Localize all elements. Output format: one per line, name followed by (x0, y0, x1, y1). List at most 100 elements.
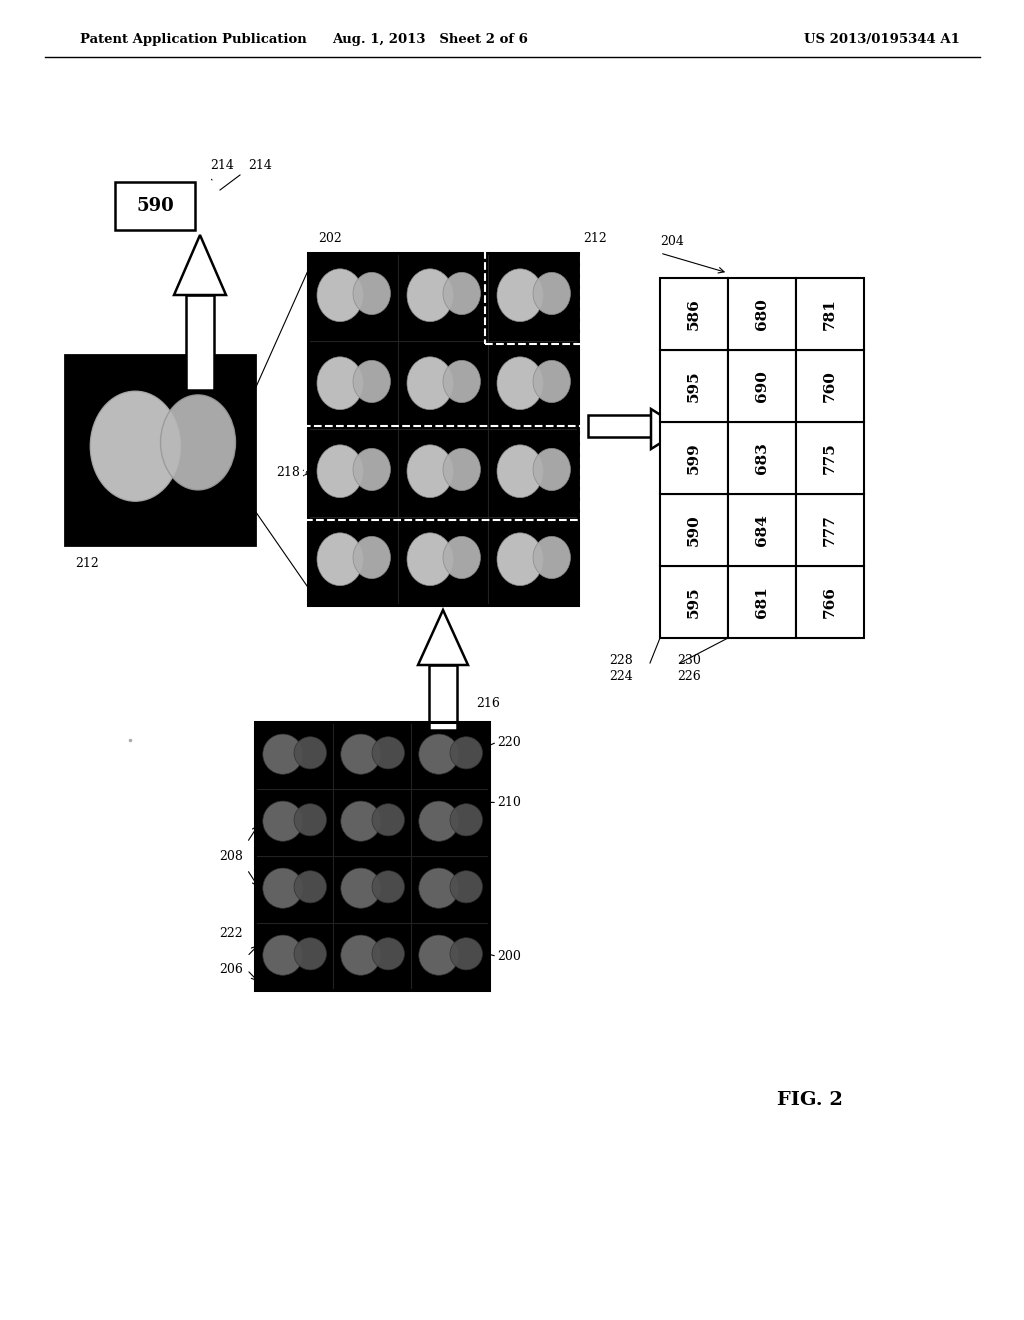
Bar (728, 494, 796, 566)
Bar (185, 294, 214, 389)
Text: 206: 206 (219, 964, 243, 977)
Ellipse shape (317, 269, 364, 322)
Polygon shape (418, 610, 468, 665)
Ellipse shape (317, 356, 364, 409)
Ellipse shape (497, 445, 543, 498)
Ellipse shape (419, 801, 459, 841)
Ellipse shape (407, 445, 453, 498)
Ellipse shape (263, 869, 303, 908)
Text: 586: 586 (687, 298, 701, 330)
Text: 208: 208 (219, 850, 243, 862)
Text: 228: 228 (609, 653, 633, 667)
Ellipse shape (407, 356, 453, 409)
Bar (411, 855, 489, 923)
Text: 218: 218 (276, 466, 300, 479)
Bar (728, 350, 796, 422)
Bar (333, 855, 411, 923)
Bar (333, 789, 411, 855)
Ellipse shape (419, 869, 459, 908)
Ellipse shape (450, 937, 482, 970)
Bar (255, 855, 333, 923)
Ellipse shape (534, 272, 570, 314)
Bar (411, 722, 489, 789)
Bar (796, 566, 864, 638)
Ellipse shape (407, 533, 453, 586)
Ellipse shape (294, 804, 327, 836)
Text: 777: 777 (823, 513, 837, 546)
Ellipse shape (450, 804, 482, 836)
Text: 684: 684 (755, 513, 769, 546)
Bar (488, 341, 578, 429)
Bar (115, 182, 195, 230)
Ellipse shape (407, 269, 453, 322)
Bar (255, 722, 489, 990)
Bar (796, 494, 864, 566)
Ellipse shape (294, 737, 327, 768)
Ellipse shape (443, 536, 480, 578)
Bar (660, 350, 728, 422)
Bar (660, 422, 728, 494)
Ellipse shape (90, 391, 180, 502)
Text: 766: 766 (823, 586, 837, 618)
Bar (305, 426, 581, 520)
Ellipse shape (353, 536, 390, 578)
Bar (308, 253, 398, 341)
Ellipse shape (294, 937, 327, 970)
Ellipse shape (317, 533, 364, 586)
Ellipse shape (450, 737, 482, 768)
Ellipse shape (443, 272, 480, 314)
Text: Patent Application Publication: Patent Application Publication (80, 33, 307, 46)
Text: 210: 210 (497, 796, 521, 809)
Bar (255, 722, 333, 789)
Bar (660, 494, 728, 566)
Bar (660, 566, 728, 638)
Ellipse shape (263, 935, 303, 975)
Text: 204: 204 (660, 235, 684, 248)
Bar (333, 923, 411, 990)
Bar (485, 249, 581, 345)
Ellipse shape (372, 937, 404, 970)
Text: 595: 595 (687, 370, 701, 401)
Bar (411, 923, 489, 990)
Text: 595: 595 (687, 586, 701, 618)
Bar (308, 341, 398, 429)
Ellipse shape (372, 804, 404, 836)
Bar (588, 414, 651, 437)
Ellipse shape (353, 272, 390, 314)
Text: 775: 775 (823, 442, 837, 474)
Ellipse shape (419, 734, 459, 775)
Bar (488, 253, 578, 341)
Ellipse shape (263, 801, 303, 841)
Text: 214: 214 (210, 158, 233, 172)
Text: 683: 683 (755, 442, 769, 474)
Text: 690: 690 (755, 370, 769, 401)
Ellipse shape (534, 449, 570, 491)
Text: 590: 590 (687, 513, 701, 546)
Ellipse shape (353, 360, 390, 403)
Ellipse shape (372, 871, 404, 903)
Text: 212: 212 (75, 557, 98, 570)
Bar (398, 429, 488, 517)
Bar (796, 422, 864, 494)
Text: 226: 226 (677, 669, 700, 682)
Ellipse shape (497, 533, 543, 586)
Bar (333, 722, 411, 789)
Bar (255, 923, 333, 990)
Ellipse shape (341, 935, 381, 975)
Bar (728, 279, 796, 350)
Text: 220: 220 (497, 735, 521, 748)
Text: 224: 224 (609, 669, 633, 682)
Bar (488, 429, 578, 517)
Text: 216: 216 (476, 697, 500, 710)
Bar (429, 665, 457, 730)
Ellipse shape (497, 269, 543, 322)
Ellipse shape (534, 536, 570, 578)
Ellipse shape (497, 356, 543, 409)
Ellipse shape (353, 449, 390, 491)
Ellipse shape (341, 801, 381, 841)
Ellipse shape (419, 935, 459, 975)
Ellipse shape (294, 871, 327, 903)
Ellipse shape (443, 360, 480, 403)
Bar (728, 566, 796, 638)
Text: FIG. 2: FIG. 2 (777, 1092, 843, 1109)
